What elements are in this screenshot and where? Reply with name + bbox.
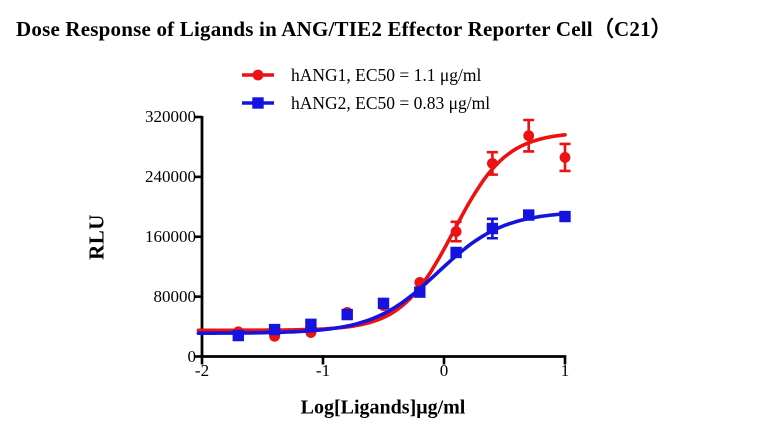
hANG1-fit-curve <box>196 133 567 333</box>
hANG2-data-point <box>559 210 571 223</box>
hANG1-data-point <box>523 130 535 142</box>
hANG2-fit-curve <box>196 212 567 335</box>
legend: hANG1, EC50 = 1.1 μg/ml hANG2, EC50 = 0.… <box>241 61 490 117</box>
hANG1-data-point <box>559 152 571 163</box>
hANG1-data-point <box>487 158 498 169</box>
legend-label-hang1: hANG1, EC50 = 1.1 μg/ml <box>291 64 482 85</box>
legend-label-hang2: hANG2, EC50 = 0.83 μg/ml <box>291 92 491 113</box>
x-tick-label: 0 <box>439 361 449 380</box>
hANG2-data-point <box>305 318 317 331</box>
x-tick-label: 1 <box>560 361 570 380</box>
y-tick-label: 320000 <box>145 107 196 126</box>
hANG2-data-point <box>268 323 281 336</box>
hANG2-data-point <box>341 308 353 321</box>
hANG2-data-point <box>523 209 535 221</box>
hANG2-data-point <box>232 329 244 342</box>
hANG2-data-point <box>450 246 462 259</box>
y-tick-label: 80000 <box>153 286 197 306</box>
hANG2-data-point <box>486 222 499 235</box>
hang2-square-marker-icon <box>242 97 274 109</box>
x-tick-label: -2 <box>194 361 210 380</box>
y-axis-title: RLU <box>84 214 109 260</box>
x-axis-title: Log[Ligands]μg/ml <box>300 396 466 419</box>
chart-title: Dose Response of Ligands in ANG/TIE2 Eff… <box>16 17 673 41</box>
legend-item-hang2: hANG2, EC50 = 0.83 μg/ml <box>241 89 490 117</box>
y-tick-label: 0 <box>187 346 197 366</box>
legend-marker-circle <box>252 69 264 81</box>
hANG2-data-point <box>414 286 426 298</box>
x-tick-label: -1 <box>315 361 331 380</box>
hANG2-data-point <box>377 297 390 310</box>
legend-marker-square <box>252 97 264 109</box>
hang1-circle-marker-icon <box>242 69 274 81</box>
y-tick-label: 160000 <box>145 226 196 246</box>
y-tick-label: 240000 <box>145 166 196 186</box>
legend-item-hang1: hANG1, EC50 = 1.1 μg/ml <box>241 61 490 89</box>
hANG1-data-point <box>450 226 462 237</box>
